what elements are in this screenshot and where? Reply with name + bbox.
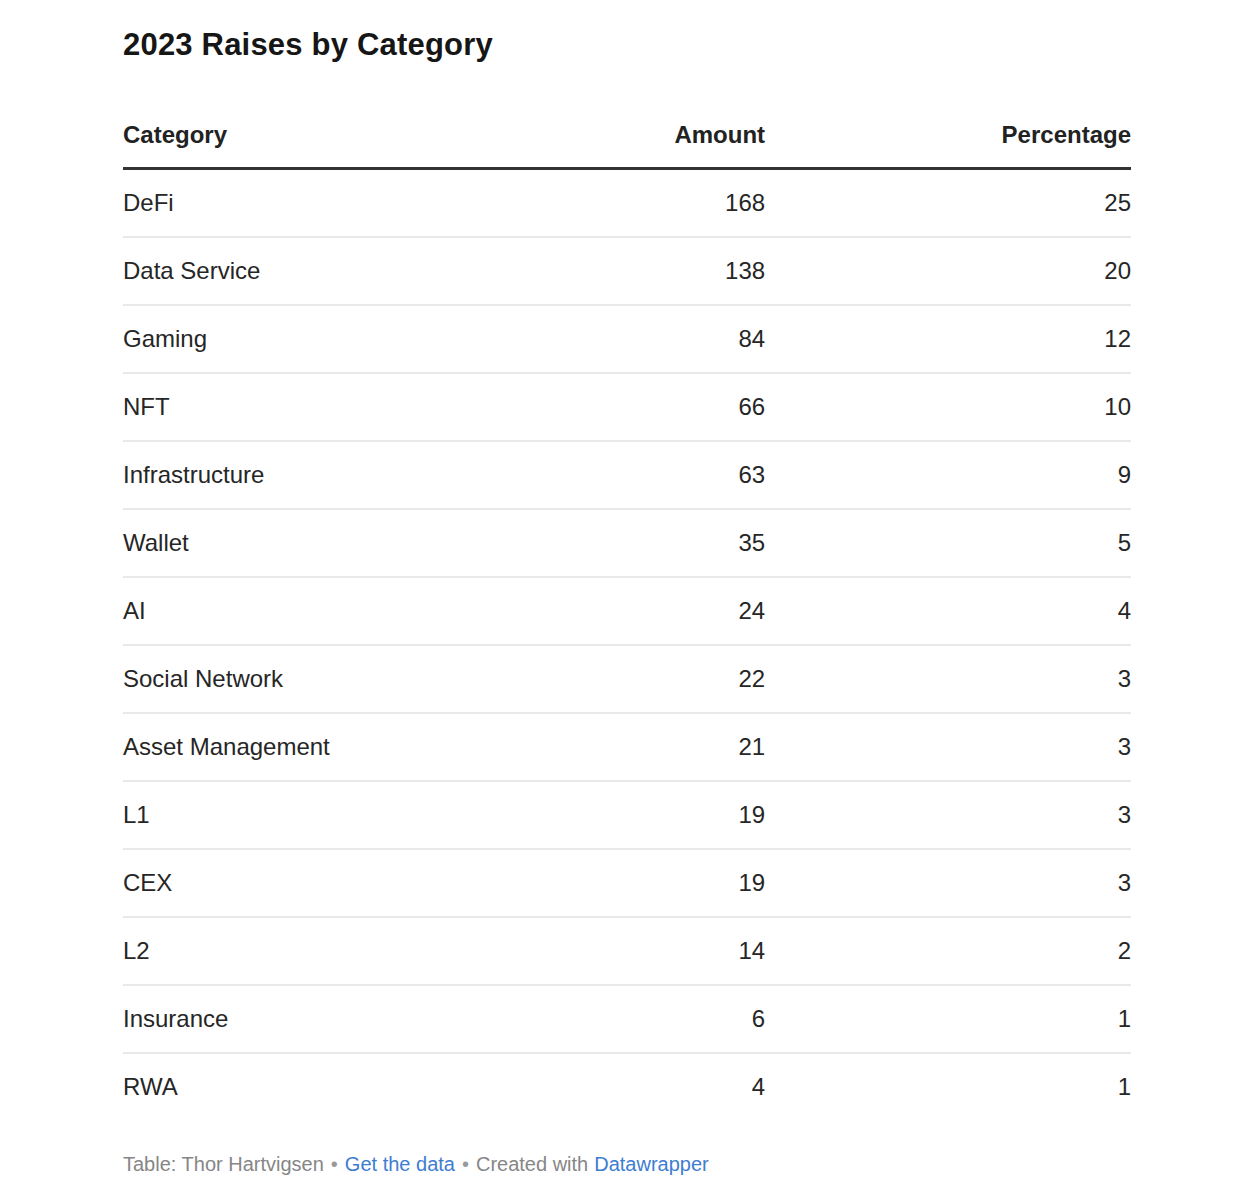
cell-amount: 21 (526, 713, 765, 781)
table-row: Wallet 35 5 (123, 509, 1131, 577)
table-header-row: Category Amount Percentage (123, 121, 1131, 169)
cell-percentage: 20 (765, 237, 1131, 305)
cell-amount: 168 (526, 169, 765, 238)
table-row: DeFi 168 25 (123, 169, 1131, 238)
cell-category: AI (123, 577, 526, 645)
column-header-amount: Amount (526, 121, 765, 169)
cell-amount: 138 (526, 237, 765, 305)
cell-percentage: 3 (765, 645, 1131, 713)
table-widget: 2023 Raises by Category Category Amount … (123, 0, 1131, 1176)
bullet-separator: • (331, 1153, 338, 1175)
table-row: Social Network 22 3 (123, 645, 1131, 713)
cell-percentage: 2 (765, 917, 1131, 985)
cell-category: DeFi (123, 169, 526, 238)
table-row: NFT 66 10 (123, 373, 1131, 441)
cell-percentage: 25 (765, 169, 1131, 238)
cell-amount: 14 (526, 917, 765, 985)
column-header-percentage: Percentage (765, 121, 1131, 169)
cell-amount: 19 (526, 781, 765, 849)
cell-percentage: 12 (765, 305, 1131, 373)
attribution-footer: Table: Thor Hartvigsen • Get the data • Crea… (123, 1152, 1131, 1176)
cell-amount: 22 (526, 645, 765, 713)
cell-percentage: 1 (765, 985, 1131, 1053)
cell-category: RWA (123, 1053, 526, 1120)
cell-percentage: 3 (765, 781, 1131, 849)
cell-percentage: 3 (765, 849, 1131, 917)
page: 2023 Raises by Category Category Amount … (0, 0, 1237, 1199)
cell-category: CEX (123, 849, 526, 917)
cell-amount: 6 (526, 985, 765, 1053)
cell-category: Infrastructure (123, 441, 526, 509)
table-row: Data Service 138 20 (123, 237, 1131, 305)
table-row: L1 19 3 (123, 781, 1131, 849)
page-title: 2023 Raises by Category (123, 26, 1131, 64)
datawrapper-link[interactable]: Datawrapper (594, 1153, 709, 1175)
table-row: AI 24 4 (123, 577, 1131, 645)
table-row: Gaming 84 12 (123, 305, 1131, 373)
cell-percentage: 3 (765, 713, 1131, 781)
cell-category: L2 (123, 917, 526, 985)
table-row: CEX 19 3 (123, 849, 1131, 917)
cell-category: Data Service (123, 237, 526, 305)
table-row: Insurance 6 1 (123, 985, 1131, 1053)
bullet-separator: • (462, 1153, 469, 1175)
get-the-data-link[interactable]: Get the data (345, 1153, 455, 1175)
table-row: RWA 4 1 (123, 1053, 1131, 1120)
cell-amount: 63 (526, 441, 765, 509)
cell-percentage: 10 (765, 373, 1131, 441)
cell-percentage: 5 (765, 509, 1131, 577)
raises-table: Category Amount Percentage DeFi 168 25 D… (123, 121, 1131, 1120)
cell-category: Asset Management (123, 713, 526, 781)
table-row: Asset Management 21 3 (123, 713, 1131, 781)
cell-amount: 66 (526, 373, 765, 441)
cell-percentage: 1 (765, 1053, 1131, 1120)
table-body: DeFi 168 25 Data Service 138 20 Gaming 8… (123, 169, 1131, 1121)
cell-amount: 4 (526, 1053, 765, 1120)
cell-category: Social Network (123, 645, 526, 713)
cell-amount: 84 (526, 305, 765, 373)
cell-amount: 35 (526, 509, 765, 577)
created-with-label: Created with (476, 1153, 588, 1175)
table-row: L2 14 2 (123, 917, 1131, 985)
column-header-category: Category (123, 121, 526, 169)
cell-category: NFT (123, 373, 526, 441)
cell-category: L1 (123, 781, 526, 849)
cell-percentage: 9 (765, 441, 1131, 509)
cell-category: Insurance (123, 985, 526, 1053)
table-row: Infrastructure 63 9 (123, 441, 1131, 509)
table-credit: Table: Thor Hartvigsen (123, 1153, 324, 1175)
cell-amount: 19 (526, 849, 765, 917)
cell-category: Gaming (123, 305, 526, 373)
cell-amount: 24 (526, 577, 765, 645)
cell-percentage: 4 (765, 577, 1131, 645)
cell-category: Wallet (123, 509, 526, 577)
